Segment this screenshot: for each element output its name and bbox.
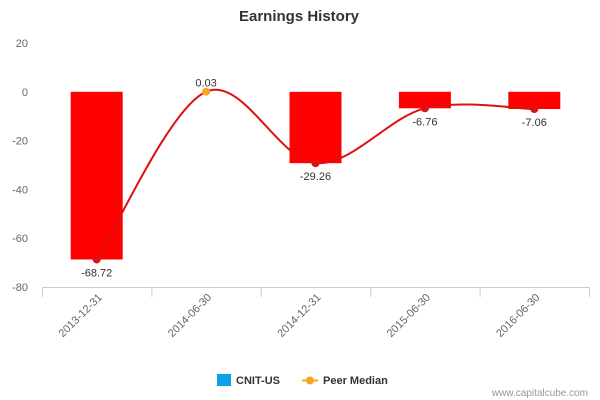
y-tick-label: 20 xyxy=(16,38,28,50)
y-axis: 20 0 -20 -40 -60 -80 xyxy=(12,38,28,294)
legend-label-cnit: CNIT-US xyxy=(236,375,280,387)
peer-median-point[interactable] xyxy=(92,255,101,264)
credit-link[interactable]: www.capitalcube.com xyxy=(491,388,588,399)
data-label: -6.76 xyxy=(412,116,437,128)
y-tick-label: -40 xyxy=(12,184,28,196)
legend-swatch-cnit xyxy=(217,374,231,386)
x-tick-label: 2014-06-30 xyxy=(166,292,214,340)
peer-median-point[interactable] xyxy=(420,104,429,113)
legend-label-peer-median: Peer Median xyxy=(323,375,388,387)
data-label: -68.72 xyxy=(81,267,112,279)
legend: CNIT-US Peer Median xyxy=(217,374,388,387)
legend-item-peer-median[interactable]: Peer Median xyxy=(302,375,388,387)
x-tick-label: 2014-12-31 xyxy=(275,292,323,340)
chart-title: Earnings History xyxy=(239,8,360,25)
peer-median-point[interactable] xyxy=(311,159,320,168)
x-tick-label: 2015-06-30 xyxy=(385,292,433,340)
peer-median-point[interactable] xyxy=(530,105,539,114)
bar-series xyxy=(70,91,561,260)
peer-median-point[interactable] xyxy=(202,87,211,96)
data-label: -7.06 xyxy=(522,117,547,129)
peer-median-series xyxy=(92,87,539,264)
y-tick-label: -80 xyxy=(12,282,28,294)
x-tick-label: 2013-12-31 xyxy=(57,292,105,340)
bar-2015-06-30[interactable] xyxy=(398,91,451,109)
bar-2013-12-31[interactable] xyxy=(70,91,123,260)
data-labels: -68.72 0.03 -29.26 -6.76 -7.06 xyxy=(81,78,547,280)
bar-2016-06-30[interactable] xyxy=(508,91,561,110)
y-tick-label: -20 xyxy=(12,136,28,148)
y-tick-label: 0 xyxy=(22,87,28,99)
data-label: 0.03 xyxy=(195,78,216,90)
bar-2014-12-31[interactable] xyxy=(289,91,342,164)
data-label: -29.26 xyxy=(300,171,331,183)
x-tick-label: 2016-06-30 xyxy=(494,292,542,340)
peer-median-line xyxy=(95,88,535,261)
legend-item-cnit[interactable]: CNIT-US xyxy=(217,374,280,387)
x-axis: 2013-12-31 2014-06-30 2014-12-31 2015-06-30… xyxy=(42,287,590,340)
legend-marker-peer-median xyxy=(306,376,314,385)
y-tick-label: -60 xyxy=(12,233,28,245)
